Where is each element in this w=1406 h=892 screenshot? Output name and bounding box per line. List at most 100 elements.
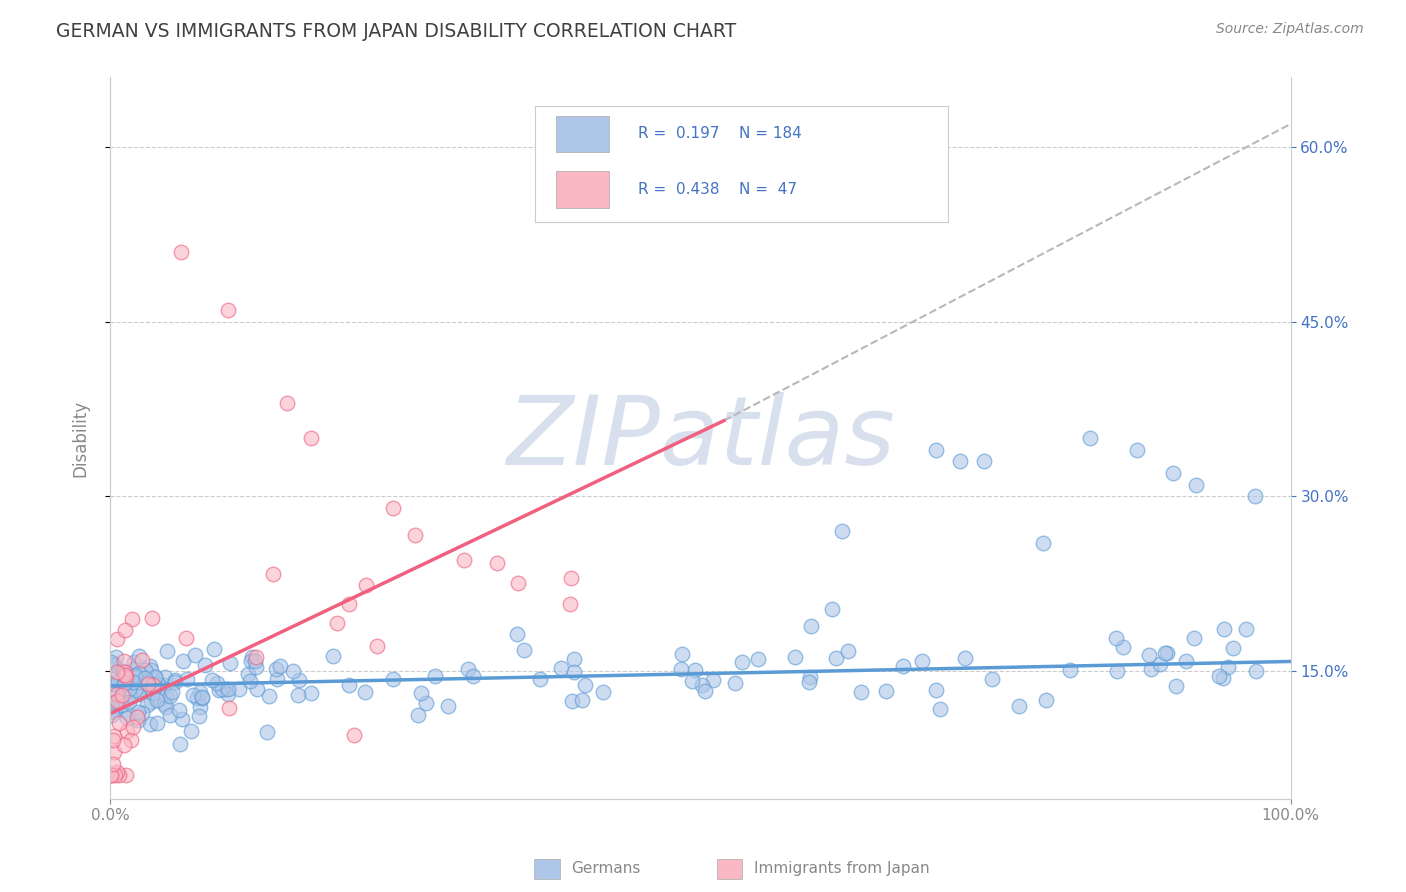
Point xyxy=(1161,466,1184,480)
Point xyxy=(1059,663,1081,677)
Point xyxy=(139,717,162,731)
Point xyxy=(724,676,747,690)
Point xyxy=(949,454,972,468)
Point xyxy=(1139,662,1161,676)
Point xyxy=(120,732,142,747)
Point xyxy=(131,706,153,721)
Point xyxy=(194,658,217,673)
Point xyxy=(125,710,148,724)
Point xyxy=(117,711,139,725)
Point xyxy=(731,655,754,669)
Point xyxy=(107,674,129,689)
Point xyxy=(955,651,977,665)
Point xyxy=(981,672,1004,686)
Point xyxy=(283,664,305,678)
Point xyxy=(100,768,122,782)
Text: Germans: Germans xyxy=(571,862,640,876)
Point xyxy=(139,659,162,673)
Point xyxy=(176,672,198,686)
Point xyxy=(172,654,194,668)
Point xyxy=(558,597,581,611)
Point xyxy=(186,691,208,706)
Point xyxy=(187,709,209,723)
Point xyxy=(683,664,706,678)
Point xyxy=(103,683,125,698)
Point xyxy=(485,556,508,570)
Point xyxy=(152,681,174,695)
Point xyxy=(425,669,447,683)
Point xyxy=(111,688,134,702)
Point xyxy=(180,723,202,738)
Point xyxy=(136,677,159,691)
Point xyxy=(1164,680,1187,694)
Point xyxy=(152,678,174,692)
Point xyxy=(783,650,806,665)
Point xyxy=(211,681,233,696)
Point xyxy=(121,668,143,682)
Point xyxy=(105,687,128,701)
Point xyxy=(100,768,122,782)
Point xyxy=(112,739,135,753)
Point xyxy=(145,716,167,731)
Point xyxy=(100,670,122,684)
Point xyxy=(114,665,136,679)
Point xyxy=(269,659,291,673)
Point xyxy=(382,673,405,687)
Point xyxy=(550,660,572,674)
Point xyxy=(167,703,190,717)
Point xyxy=(288,673,311,687)
Point xyxy=(100,702,122,716)
Point xyxy=(120,690,142,705)
Point xyxy=(100,708,122,723)
Point xyxy=(799,670,821,684)
Point xyxy=(366,639,388,653)
Point xyxy=(911,654,934,668)
Point xyxy=(103,705,125,719)
Point xyxy=(240,649,263,664)
Point xyxy=(105,632,128,647)
Point xyxy=(560,571,582,585)
Point xyxy=(143,670,166,684)
Point xyxy=(114,681,136,696)
Point xyxy=(205,676,228,690)
Point xyxy=(276,396,298,410)
Point xyxy=(262,567,284,582)
Point xyxy=(512,642,534,657)
Point xyxy=(156,644,179,658)
Point xyxy=(337,678,360,692)
Point xyxy=(217,303,239,318)
Point xyxy=(508,576,530,591)
Point xyxy=(849,684,872,698)
Point xyxy=(131,672,153,686)
Point xyxy=(134,664,156,678)
Point xyxy=(142,678,165,692)
Point xyxy=(122,675,145,690)
Point xyxy=(124,683,146,698)
Point xyxy=(239,654,262,668)
Point xyxy=(115,768,138,782)
Point xyxy=(1185,477,1208,491)
Point xyxy=(114,680,136,694)
Point xyxy=(453,553,475,567)
Point xyxy=(134,671,156,685)
Point xyxy=(112,688,135,702)
Point xyxy=(159,689,181,703)
Point xyxy=(1218,660,1240,674)
Point xyxy=(218,656,240,670)
Point xyxy=(671,662,693,676)
Point xyxy=(184,648,207,662)
Point xyxy=(893,658,915,673)
Point xyxy=(124,668,146,682)
Point xyxy=(169,737,191,751)
Point xyxy=(409,686,432,700)
Point xyxy=(821,602,844,616)
Point xyxy=(259,689,281,703)
Point xyxy=(148,676,170,690)
Point xyxy=(574,677,596,691)
Point xyxy=(266,672,288,686)
Point xyxy=(562,652,585,666)
Point xyxy=(747,652,769,666)
Point xyxy=(152,697,174,711)
Point xyxy=(111,665,134,679)
Point xyxy=(190,691,212,706)
